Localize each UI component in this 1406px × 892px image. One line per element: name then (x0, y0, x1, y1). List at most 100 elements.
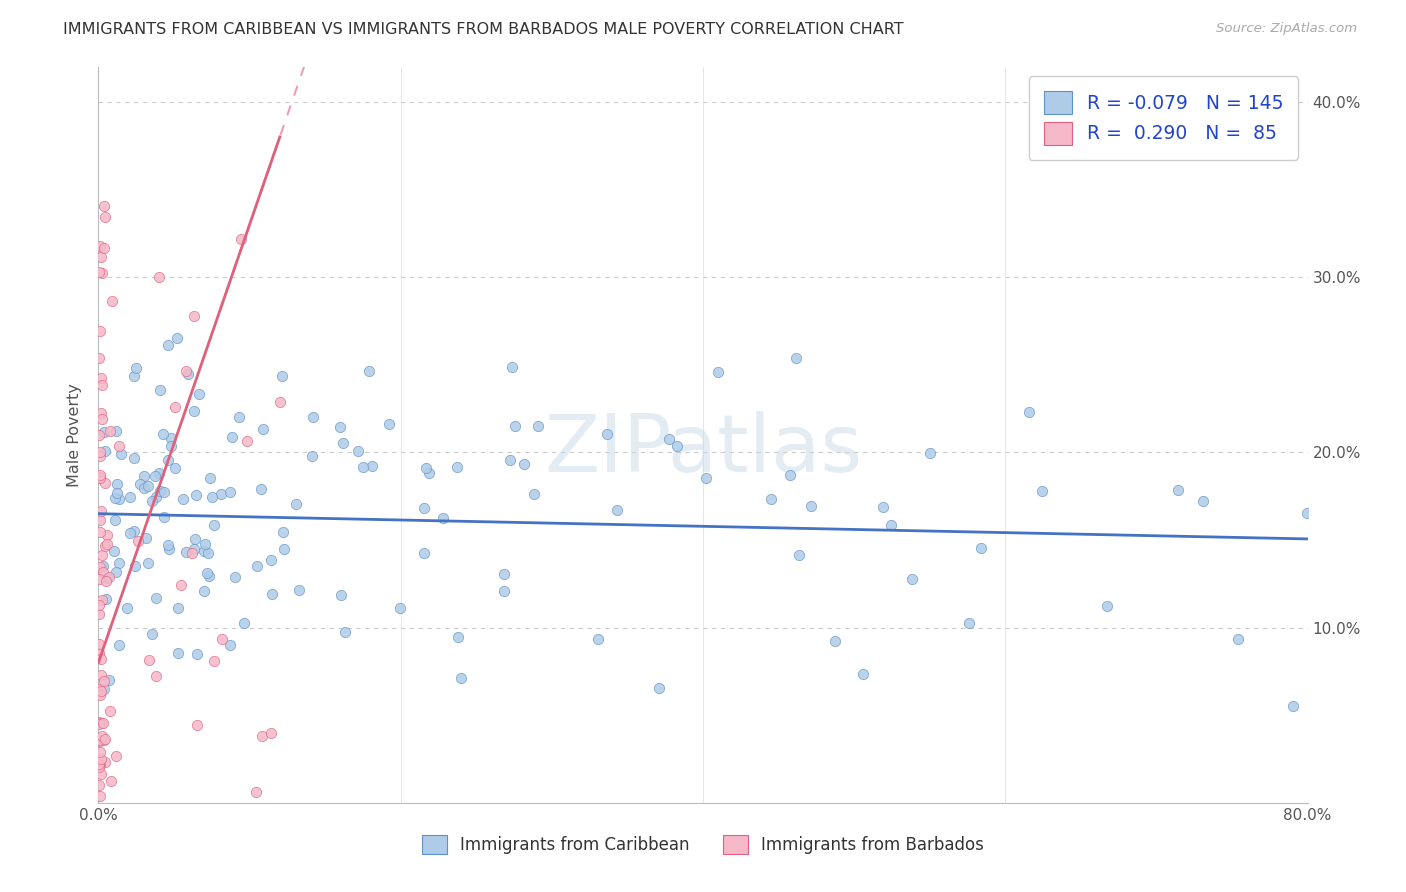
Point (1226, 632, 1249, 646)
Point (180, 546, 202, 560)
Point (135, 531, 157, 545)
Point (648, 681, 671, 695)
Point (128, 477, 150, 491)
Point (229, 232, 252, 246)
Point (695, 471, 717, 485)
Point (186, 488, 208, 502)
Point (233, 615, 256, 630)
Point (87, 646, 110, 660)
Point (166, 331, 188, 345)
Point (156, 452, 179, 467)
Point (128, 534, 150, 549)
Point (1167, 483, 1189, 498)
Point (186, 718, 208, 732)
Point (260, 552, 283, 566)
Point (1097, 599, 1119, 614)
Point (153, 484, 176, 499)
Point (90, 504, 112, 518)
Point (89, 734, 111, 748)
Point (329, 419, 352, 434)
Point (87, 760, 110, 774)
Point (93, 732, 115, 747)
Point (96, 537, 118, 551)
Point (177, 367, 200, 381)
Point (193, 544, 215, 558)
Point (183, 309, 205, 323)
Point (97, 570, 120, 584)
Point (89, 637, 111, 651)
Point (105, 424, 128, 438)
Point (90, 684, 112, 698)
Point (90, 371, 112, 385)
Point (499, 452, 522, 467)
Point (221, 430, 243, 444)
Point (89, 239, 111, 253)
Point (970, 541, 993, 556)
Point (91, 730, 114, 744)
Point (202, 518, 225, 533)
Point (195, 566, 218, 580)
Point (872, 500, 894, 514)
Point (132, 469, 155, 483)
Point (252, 422, 274, 436)
Point (117, 601, 139, 615)
Point (209, 487, 232, 501)
Point (93, 540, 115, 554)
Point (432, 510, 454, 524)
Point (271, 369, 294, 384)
Point (245, 785, 267, 799)
Y-axis label: Male Poverty: Male Poverty (67, 383, 83, 487)
Point (122, 369, 145, 384)
Point (94, 210, 117, 224)
Point (91, 412, 114, 426)
Point (347, 444, 370, 458)
Point (91, 266, 114, 280)
Point (90, 767, 112, 781)
Point (211, 632, 233, 646)
Point (450, 671, 472, 685)
Point (89, 512, 111, 526)
Point (606, 503, 628, 517)
Point (418, 466, 440, 480)
Point (90, 752, 112, 766)
Point (145, 591, 167, 605)
Point (89, 470, 111, 484)
Point (259, 726, 281, 740)
Point (96, 574, 118, 588)
Point (193, 584, 215, 599)
Point (149, 383, 172, 397)
Point (132, 481, 155, 495)
Point (105, 486, 128, 500)
Point (1296, 506, 1319, 520)
Point (288, 582, 311, 597)
Point (125, 361, 148, 376)
Point (122, 524, 145, 539)
Point (152, 427, 174, 442)
Point (446, 459, 468, 474)
Point (157, 338, 180, 352)
Point (89, 733, 111, 747)
Point (107, 439, 129, 453)
Point (87, 264, 110, 278)
Point (1018, 405, 1040, 419)
Point (156, 538, 179, 552)
Point (200, 491, 222, 505)
Point (219, 485, 242, 500)
Point (901, 572, 924, 586)
Point (93, 733, 115, 747)
Point (301, 449, 323, 463)
Point (787, 548, 810, 562)
Point (494, 583, 516, 598)
Point (148, 269, 170, 284)
Point (107, 491, 129, 506)
Point (93, 444, 115, 458)
Point (665, 439, 688, 453)
Point (160, 439, 183, 453)
Point (523, 487, 546, 501)
Point (94, 476, 117, 491)
Point (108, 556, 131, 570)
Point (138, 653, 160, 667)
Point (90, 406, 112, 420)
Point (91, 559, 114, 574)
Point (186, 647, 208, 661)
